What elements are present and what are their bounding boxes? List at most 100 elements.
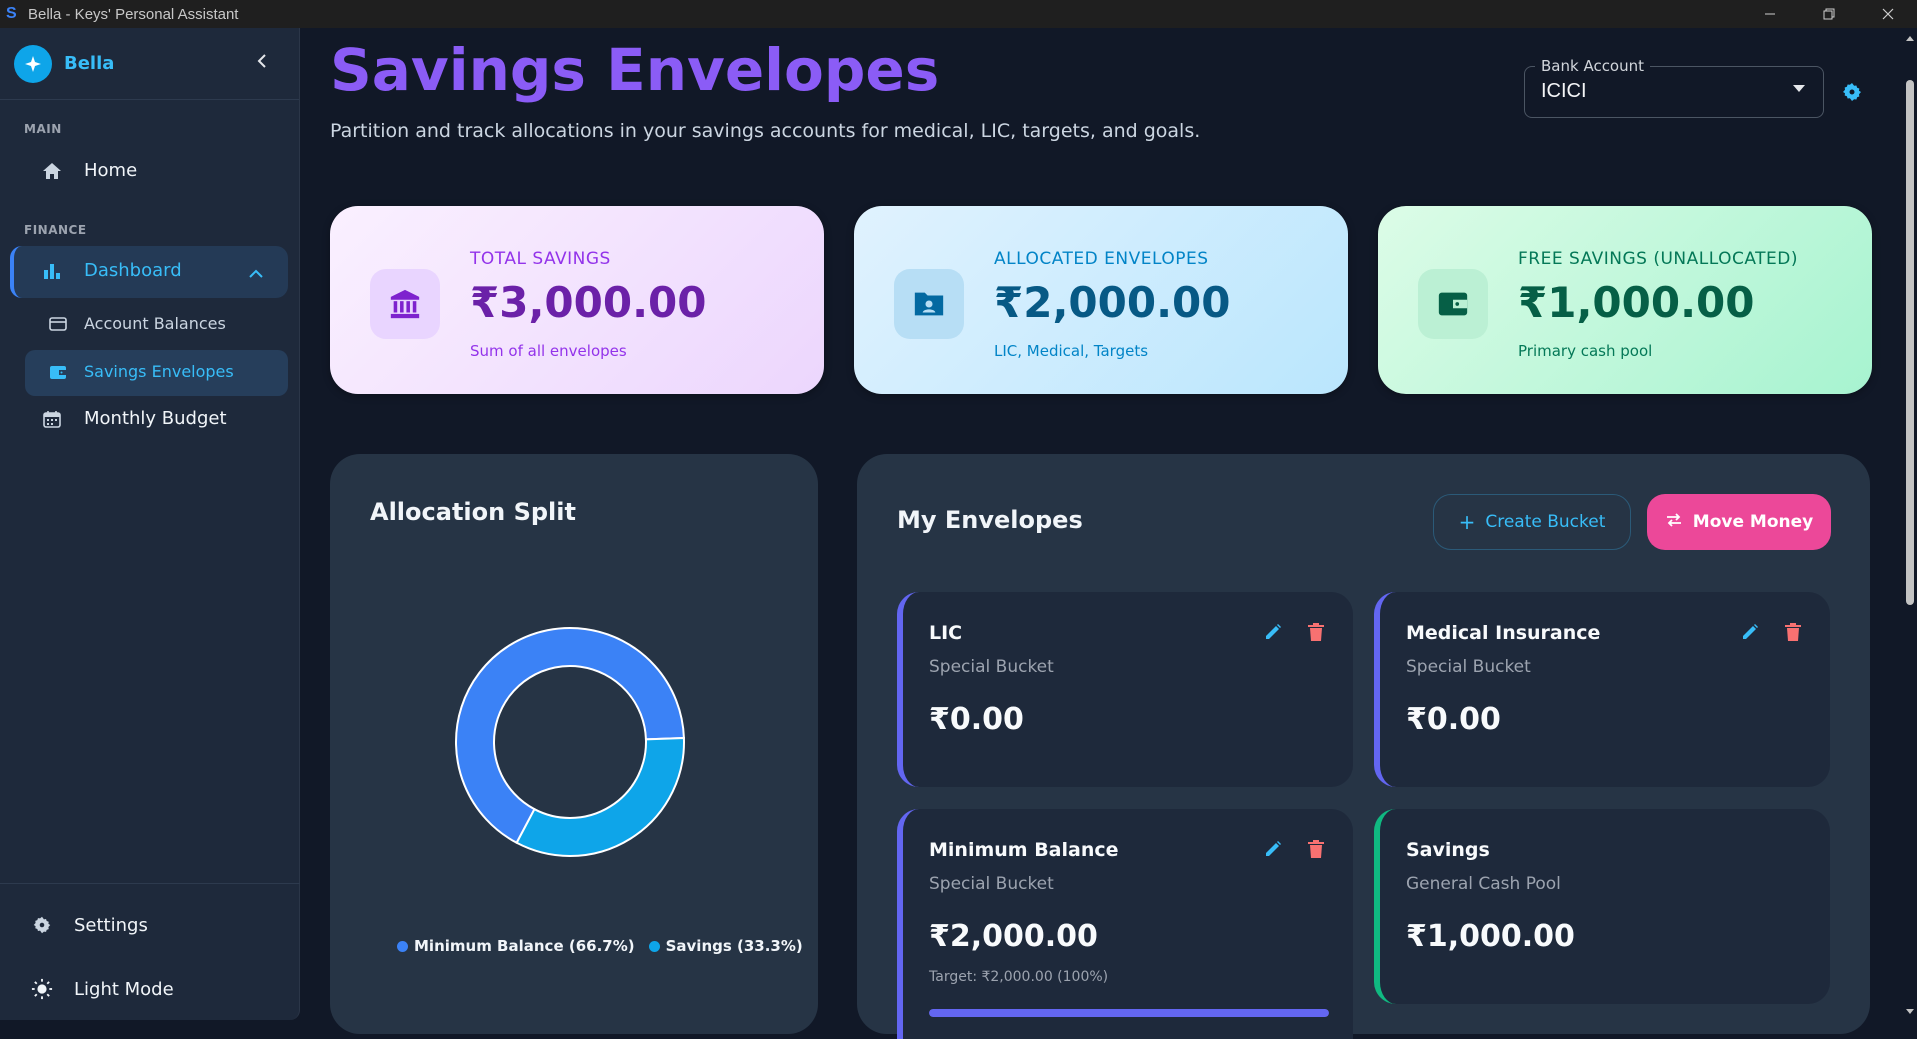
collapse-sidebar-button[interactable] [255, 53, 269, 74]
envelope-card-medical-insurance[interactable]: Medical Insurance Special Bucket ₹0.00 [1374, 592, 1830, 787]
credit-card-icon [46, 316, 70, 331]
caret-down-icon [1793, 85, 1805, 92]
chevron-left-icon [257, 54, 266, 68]
allocation-panel [330, 454, 818, 1034]
envelope-card-savings[interactable]: Savings General Cash Pool ₹1,000.00 [1374, 809, 1830, 1004]
stat-card-total-savings: TOTAL SAVINGS ₹3,000.00 Sum of all envel… [330, 206, 824, 394]
legend-swatch-minimum-balance [397, 940, 408, 952]
sidebar-item-dashboard[interactable]: Dashboard [40, 260, 182, 281]
stat-note: Sum of all envelopes [470, 342, 627, 360]
main-content: Savings Envelopes Partition and track al… [300, 28, 1917, 1039]
stat-label: ALLOCATED ENVELOPES [994, 249, 1209, 269]
envelope-progress-fill [929, 1009, 1329, 1017]
envelopes-title: My Envelopes [897, 506, 1083, 534]
envelope-progress-bar [929, 1009, 1329, 1017]
folder-user-icon [894, 269, 964, 339]
calendar-icon [40, 410, 64, 428]
sidebar-item-label: Light Mode [74, 978, 174, 1000]
trash-icon[interactable] [1784, 622, 1802, 647]
legend-entry-savings: Savings (33.3%) [665, 937, 803, 955]
envelope-target: Target: ₹2,000.00 (100%) [929, 969, 1109, 985]
bank-account-value: ICICI [1541, 80, 1587, 102]
chevron-up-icon[interactable] [248, 264, 264, 283]
bank-account-select[interactable]: Bank Account ICICI [1524, 57, 1824, 118]
edit-icon[interactable] [1263, 839, 1283, 864]
section-label-main: MAIN [24, 122, 62, 136]
stat-note: LIC, Medical, Targets [994, 342, 1149, 360]
minimize-button[interactable] [1740, 0, 1799, 28]
allocation-donut-chart [455, 627, 685, 857]
gear-icon [30, 914, 54, 936]
move-money-button[interactable]: Move Money [1647, 494, 1831, 550]
gear-icon [1843, 83, 1861, 101]
create-bucket-label: Create Bucket [1485, 512, 1606, 532]
sidebar-item-monthly-budget[interactable]: Monthly Budget [40, 408, 227, 429]
legend-entry-minimum-balance: Minimum Balance (66.7%) [414, 937, 635, 955]
sidebar-footer: Settings Light Mode [0, 883, 300, 1020]
minimize-icon [1764, 13, 1775, 15]
page-subtitle: Partition and track allocations in your … [330, 120, 1201, 142]
close-icon [1882, 8, 1893, 20]
stat-label: FREE SAVINGS (UNALLOCATED) [1518, 249, 1799, 269]
account-settings-button[interactable] [1840, 80, 1864, 110]
envelope-type: Special Bucket [929, 657, 1054, 677]
page-scrollbar[interactable] [1903, 28, 1917, 1023]
trash-icon[interactable] [1307, 839, 1325, 864]
home-icon [40, 162, 64, 180]
sun-icon [30, 978, 54, 1000]
envelope-card-lic[interactable]: LIC Special Bucket ₹0.00 [897, 592, 1353, 787]
envelope-name: LIC [929, 622, 963, 644]
sidebar-item-account-balances[interactable]: Account Balances [46, 314, 226, 333]
window-title: Bella - Keys' Personal Assistant [28, 5, 239, 23]
scroll-down-icon[interactable] [1905, 1008, 1915, 1016]
envelope-type: Special Bucket [1406, 657, 1531, 677]
envelope-type: Special Bucket [929, 874, 1054, 894]
scroll-up-icon[interactable] [1905, 34, 1915, 42]
scrollbar-thumb[interactable] [1906, 80, 1914, 605]
bar-chart-icon [40, 262, 64, 280]
stat-note: Primary cash pool [1518, 342, 1653, 360]
sidebar-item-settings[interactable]: Settings [30, 914, 148, 936]
app-icon: S [6, 5, 17, 22]
restore-button[interactable] [1799, 0, 1858, 28]
bank-account-label: Bank Account [1535, 57, 1651, 75]
envelope-name: Savings [1406, 839, 1490, 861]
envelope-amount: ₹0.00 [929, 702, 1024, 737]
envelope-name: Medical Insurance [1406, 622, 1601, 644]
swap-arrows-icon [1665, 512, 1683, 533]
allocation-title: Allocation Split [370, 498, 576, 526]
sidebar-item-savings-envelopes[interactable]: Savings Envelopes [46, 362, 234, 381]
envelope-type: General Cash Pool [1406, 874, 1561, 894]
edit-icon[interactable] [1740, 622, 1760, 647]
sidebar-item-label: Home [84, 160, 138, 181]
sidebar-item-label: Dashboard [84, 260, 182, 281]
close-button[interactable] [1858, 0, 1917, 28]
stat-card-allocated: ALLOCATED ENVELOPES ₹2,000.00 LIC, Medic… [854, 206, 1348, 394]
page-title: Savings Envelopes [330, 36, 940, 104]
envelope-amount: ₹2,000.00 [929, 919, 1098, 954]
stat-card-free-savings: FREE SAVINGS (UNALLOCATED) ₹1,000.00 Pri… [1378, 206, 1872, 394]
envelope-amount: ₹0.00 [1406, 702, 1501, 737]
envelope-card-minimum-balance[interactable]: Minimum Balance Special Bucket ₹2,000.00… [897, 809, 1353, 1039]
brand-name: Bella [64, 53, 115, 74]
donut-slice-minimum-balance [455, 627, 685, 845]
stat-value: ₹1,000.00 [1518, 278, 1755, 327]
stat-value: ₹3,000.00 [470, 278, 707, 327]
envelope-name: Minimum Balance [929, 839, 1119, 861]
trash-icon[interactable] [1307, 622, 1325, 647]
wallet-icon [46, 364, 70, 380]
create-bucket-button[interactable]: + Create Bucket [1433, 494, 1631, 550]
legend-swatch-savings [648, 940, 660, 952]
sidebar-item-home[interactable]: Home [40, 160, 137, 181]
stat-value: ₹2,000.00 [994, 278, 1231, 327]
sidebar-item-label: Monthly Budget [84, 408, 227, 429]
sidebar-active-subitem [25, 350, 288, 396]
wallet-icon [1418, 269, 1488, 339]
chart-legend: Minimum Balance (66.7%) Savings (33.3%) [397, 937, 803, 955]
move-money-label: Move Money [1692, 512, 1814, 532]
light-mode-toggle[interactable]: Light Mode [30, 978, 174, 1000]
window-titlebar: S Bella - Keys' Personal Assistant [0, 0, 1917, 28]
sidebar-item-label: Savings Envelopes [84, 362, 234, 381]
edit-icon[interactable] [1263, 622, 1283, 647]
plus-icon: + [1458, 510, 1476, 534]
